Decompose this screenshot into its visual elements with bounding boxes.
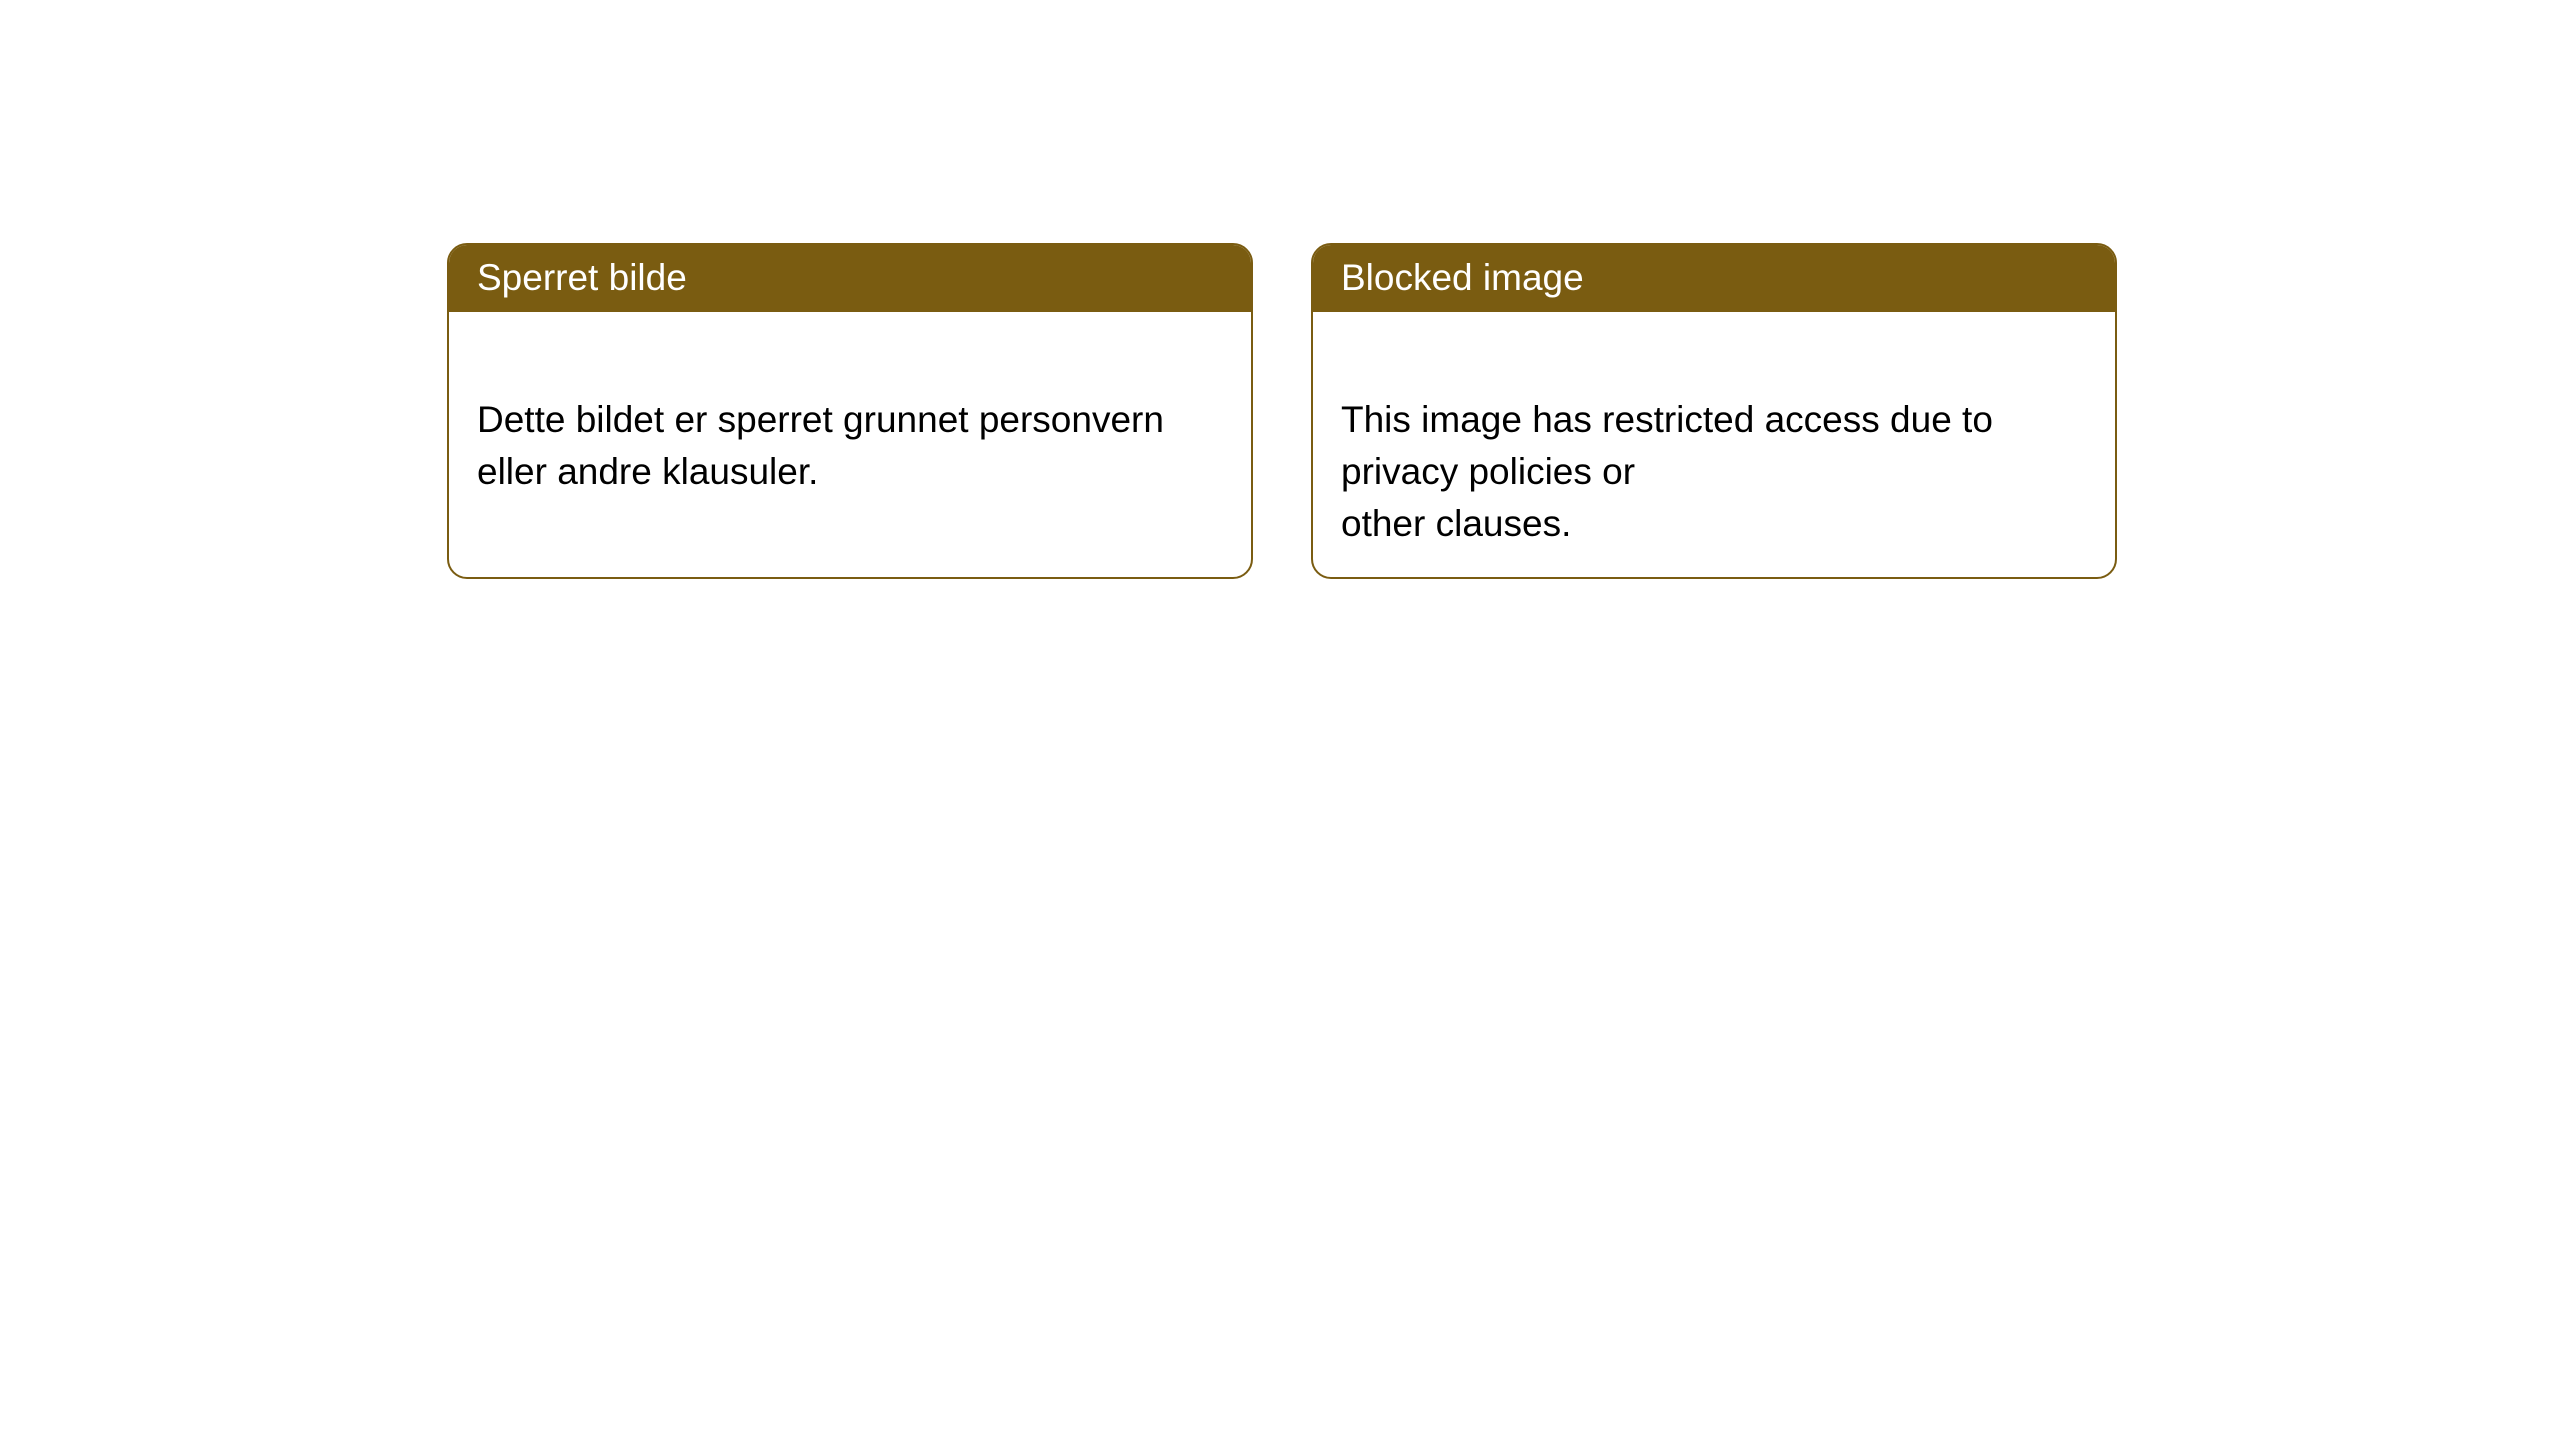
card-body-text: This image has restricted access due to … xyxy=(1341,399,1993,544)
card-title: Sperret bilde xyxy=(477,257,687,298)
card-header: Sperret bilde xyxy=(449,245,1251,312)
notice-card-english: Blocked image This image has restricted … xyxy=(1311,243,2117,579)
card-body: This image has restricted access due to … xyxy=(1313,312,2115,579)
card-title: Blocked image xyxy=(1341,257,1584,298)
card-header: Blocked image xyxy=(1313,245,2115,312)
notice-container: Sperret bilde Dette bildet er sperret gr… xyxy=(0,0,2560,579)
card-body-text: Dette bildet er sperret grunnet personve… xyxy=(477,399,1164,492)
notice-card-norwegian: Sperret bilde Dette bildet er sperret gr… xyxy=(447,243,1253,579)
card-body: Dette bildet er sperret grunnet personve… xyxy=(449,312,1251,527)
